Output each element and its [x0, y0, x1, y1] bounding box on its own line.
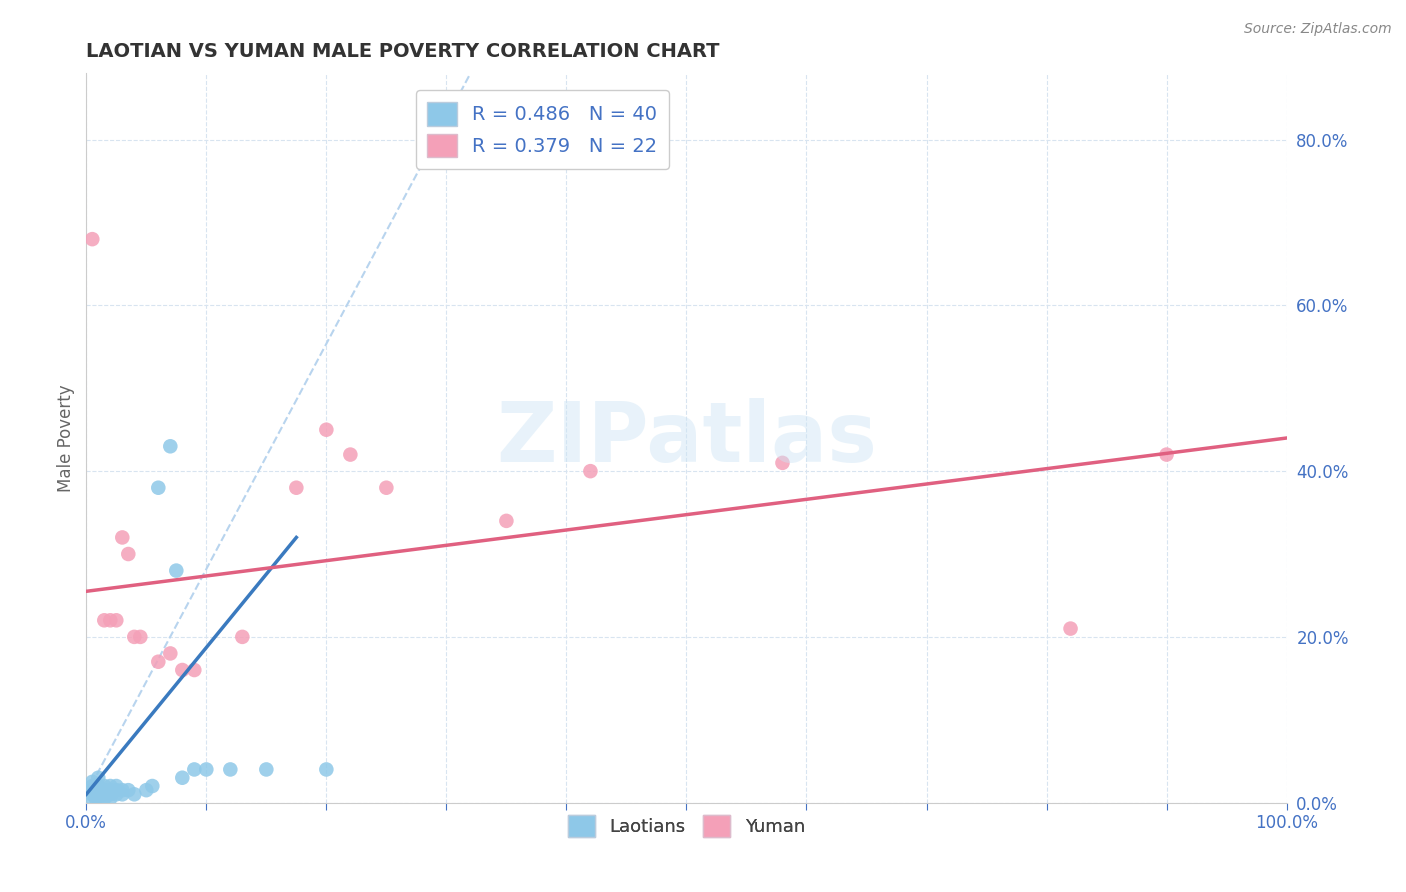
- Point: [183, 663, 205, 677]
- Point: [772, 456, 794, 470]
- Point: [285, 481, 308, 495]
- Point: [195, 763, 218, 777]
- Point: [82, 232, 104, 246]
- Point: [87, 783, 110, 797]
- Point: [129, 630, 152, 644]
- Point: [82, 775, 104, 789]
- Point: [93, 791, 115, 805]
- Point: [98, 783, 121, 797]
- Point: [495, 514, 517, 528]
- Legend: Laotians, Yuman: Laotians, Yuman: [561, 808, 813, 845]
- Point: [98, 787, 121, 801]
- Point: [254, 763, 277, 777]
- Point: [93, 779, 115, 793]
- Point: [159, 439, 181, 453]
- Y-axis label: Male Poverty: Male Poverty: [58, 384, 75, 491]
- Point: [98, 791, 121, 805]
- Point: [87, 787, 110, 801]
- Point: [124, 630, 146, 644]
- Point: [339, 448, 361, 462]
- Point: [148, 481, 170, 495]
- Point: [87, 779, 110, 793]
- Point: [105, 779, 128, 793]
- Point: [315, 763, 337, 777]
- Point: [111, 787, 134, 801]
- Point: [375, 481, 398, 495]
- Text: Source: ZipAtlas.com: Source: ZipAtlas.com: [1244, 22, 1392, 37]
- Point: [105, 787, 128, 801]
- Point: [87, 771, 110, 785]
- Point: [111, 783, 134, 797]
- Point: [84, 779, 107, 793]
- Point: [82, 779, 104, 793]
- Point: [124, 787, 146, 801]
- Point: [111, 531, 134, 545]
- Point: [315, 423, 337, 437]
- Point: [183, 763, 205, 777]
- Point: [93, 787, 115, 801]
- Point: [98, 779, 121, 793]
- Point: [231, 630, 253, 644]
- Point: [172, 663, 194, 677]
- Point: [579, 464, 602, 478]
- Point: [98, 613, 121, 627]
- Point: [165, 564, 187, 578]
- Point: [117, 547, 139, 561]
- Point: [105, 613, 128, 627]
- Point: [84, 791, 107, 805]
- Point: [84, 783, 107, 797]
- Point: [93, 783, 115, 797]
- Point: [135, 783, 157, 797]
- Point: [1059, 622, 1081, 636]
- Point: [1156, 448, 1178, 462]
- Point: [93, 613, 115, 627]
- Point: [117, 783, 139, 797]
- Point: [87, 791, 110, 805]
- Text: LAOTIAN VS YUMAN MALE POVERTY CORRELATION CHART: LAOTIAN VS YUMAN MALE POVERTY CORRELATIO…: [86, 42, 720, 61]
- Point: [82, 783, 104, 797]
- Point: [105, 783, 128, 797]
- Point: [148, 655, 170, 669]
- Text: ZIPatlas: ZIPatlas: [496, 398, 877, 478]
- Point: [159, 647, 181, 661]
- Point: [82, 787, 104, 801]
- Point: [172, 771, 194, 785]
- Point: [82, 791, 104, 805]
- Point: [141, 779, 163, 793]
- Point: [219, 763, 242, 777]
- Point: [84, 787, 107, 801]
